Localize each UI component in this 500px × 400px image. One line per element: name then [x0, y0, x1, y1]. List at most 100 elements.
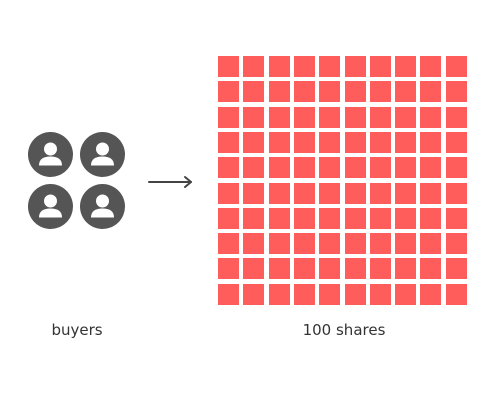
share-square [268, 258, 290, 280]
share-square [445, 56, 467, 77]
share-square [369, 207, 391, 229]
arrow-right-icon [148, 175, 194, 189]
share-square [293, 106, 315, 128]
share-square [218, 81, 239, 103]
share-square [218, 182, 239, 204]
share-square [369, 131, 391, 153]
buyers-label: buyers [51, 321, 103, 339]
share-square [268, 207, 290, 229]
share-square [218, 157, 239, 179]
share-square [218, 258, 239, 280]
share-square [268, 56, 290, 77]
share-square [243, 233, 265, 255]
share-square [420, 56, 442, 77]
share-square [243, 283, 265, 305]
share-square [395, 207, 417, 229]
share-square [445, 233, 467, 255]
share-square [395, 81, 417, 103]
share-square [293, 131, 315, 153]
share-square [319, 182, 341, 204]
share-square [445, 182, 467, 204]
share-square [218, 283, 239, 305]
share-square [395, 283, 417, 305]
share-square [369, 258, 391, 280]
share-square [293, 81, 315, 103]
share-square [445, 207, 467, 229]
share-square [395, 131, 417, 153]
share-square [420, 207, 442, 229]
share-square [319, 207, 341, 229]
share-square [218, 106, 239, 128]
share-square [218, 56, 239, 77]
share-square [319, 258, 341, 280]
share-square [293, 56, 315, 77]
share-square [268, 131, 290, 153]
share-square [243, 207, 265, 229]
share-square [344, 56, 366, 77]
share-square [344, 157, 366, 179]
share-square [369, 106, 391, 128]
share-square [268, 283, 290, 305]
share-square [369, 81, 391, 103]
person-icon [28, 184, 73, 229]
shares-grid [218, 56, 470, 308]
share-square [369, 283, 391, 305]
share-square [293, 207, 315, 229]
share-square [344, 258, 366, 280]
share-square [369, 157, 391, 179]
share-square [445, 131, 467, 153]
share-square [344, 233, 366, 255]
share-square [243, 182, 265, 204]
share-square [395, 258, 417, 280]
share-square [319, 131, 341, 153]
share-square [344, 207, 366, 229]
share-square [395, 233, 417, 255]
share-square [369, 233, 391, 255]
share-square [319, 233, 341, 255]
share-square [395, 56, 417, 77]
share-square [445, 81, 467, 103]
share-square [268, 157, 290, 179]
share-square [420, 131, 442, 153]
share-square [344, 81, 366, 103]
share-square [268, 81, 290, 103]
shares-label: 100 shares [302, 321, 386, 339]
share-square [420, 182, 442, 204]
share-square [420, 106, 442, 128]
share-square [420, 258, 442, 280]
share-square [243, 258, 265, 280]
share-square [319, 81, 341, 103]
share-square [319, 283, 341, 305]
share-square [420, 233, 442, 255]
share-square [420, 157, 442, 179]
share-square [293, 157, 315, 179]
share-square [218, 207, 239, 229]
share-square [293, 283, 315, 305]
share-square [268, 106, 290, 128]
share-square [243, 131, 265, 153]
share-square [344, 182, 366, 204]
person-icon [80, 132, 125, 177]
arrow-head [184, 176, 192, 188]
share-square [445, 157, 467, 179]
share-square [344, 131, 366, 153]
person-icon [28, 132, 73, 177]
share-square [268, 182, 290, 204]
share-square [369, 182, 391, 204]
share-square [445, 258, 467, 280]
share-square [218, 233, 239, 255]
share-square [243, 157, 265, 179]
share-square [293, 258, 315, 280]
share-square [344, 283, 366, 305]
share-square [268, 233, 290, 255]
share-square [243, 106, 265, 128]
share-square [243, 56, 265, 77]
share-square [369, 56, 391, 77]
person-icon [80, 184, 125, 229]
share-square [319, 106, 341, 128]
share-square [395, 182, 417, 204]
share-square [319, 56, 341, 77]
share-square [218, 131, 239, 153]
share-square [395, 106, 417, 128]
share-square [420, 283, 442, 305]
